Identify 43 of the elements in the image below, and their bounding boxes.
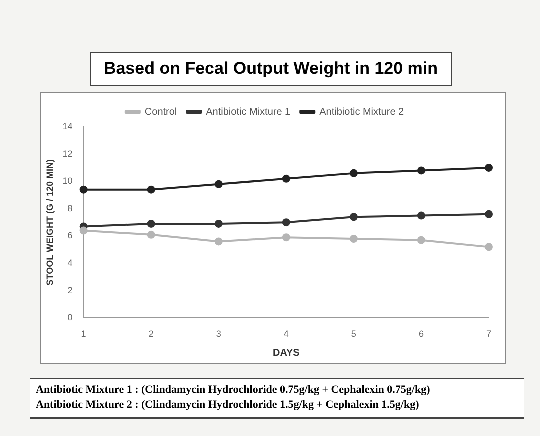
x-tick-label: 7	[486, 329, 492, 340]
point	[80, 226, 88, 235]
y-tick-label: 14	[62, 121, 73, 132]
x-tick-label: 1	[81, 329, 86, 340]
point	[417, 166, 426, 175]
chart-title: Based on Fecal Output Weight in 120 min	[90, 52, 452, 86]
legend-label: Antibiotic Mixture 1	[206, 106, 292, 118]
point	[282, 174, 290, 183]
point	[214, 238, 223, 246]
point	[214, 220, 223, 228]
y-tick-label: 12	[62, 148, 73, 159]
point	[147, 230, 156, 239]
point	[417, 236, 426, 244]
y-tick-label: 0	[68, 312, 73, 323]
x-tick-label: 2	[148, 329, 154, 340]
y-tick-label: 6	[68, 230, 73, 241]
point	[350, 234, 358, 243]
legend-label: Control	[144, 106, 178, 118]
y-tick-label: 4	[68, 258, 73, 268]
point	[80, 186, 88, 194]
text: Antibiotic Mixture 1 : (Clindamycin Hydrochloride 0.75g/kg + Cephalexin 0.75g/kg)	[36, 383, 432, 398]
x-tick-label: 4	[284, 329, 289, 340]
legend-label: Antibiotic Mixture 2	[320, 106, 405, 118]
point	[350, 169, 358, 178]
x-tick-label: 5	[351, 329, 356, 340]
point	[485, 243, 493, 252]
point	[147, 220, 156, 228]
x-tick-label: 6	[418, 329, 424, 340]
x-tick-label: 3	[216, 329, 222, 340]
y-tick-label: 8	[68, 203, 73, 214]
y-tick-label: 10	[62, 176, 73, 186]
point	[147, 186, 156, 194]
point	[282, 234, 290, 242]
point	[282, 218, 290, 227]
text: Antibiotic Mixture 2 : (Clindamycin Hydrochloride 1.5g/kg + Cephalexin 1.5g/kg)	[36, 398, 420, 413]
y-axis-title: STOOL WEIGHT (G / 120 MIN)	[44, 160, 55, 286]
point	[485, 210, 493, 218]
y-tick-label: 2	[68, 285, 73, 296]
point	[485, 164, 493, 172]
x-axis-title: DAYS	[272, 348, 300, 359]
point	[214, 180, 223, 188]
point	[350, 213, 358, 222]
point	[417, 212, 426, 220]
